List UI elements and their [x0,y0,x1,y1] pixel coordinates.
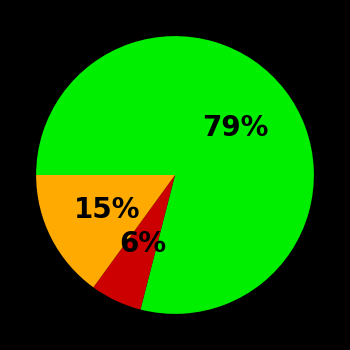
Text: 79%: 79% [202,114,268,142]
Wedge shape [93,175,175,309]
Wedge shape [36,175,175,287]
Wedge shape [36,36,314,314]
Text: 6%: 6% [119,230,166,258]
Text: 15%: 15% [74,196,140,224]
